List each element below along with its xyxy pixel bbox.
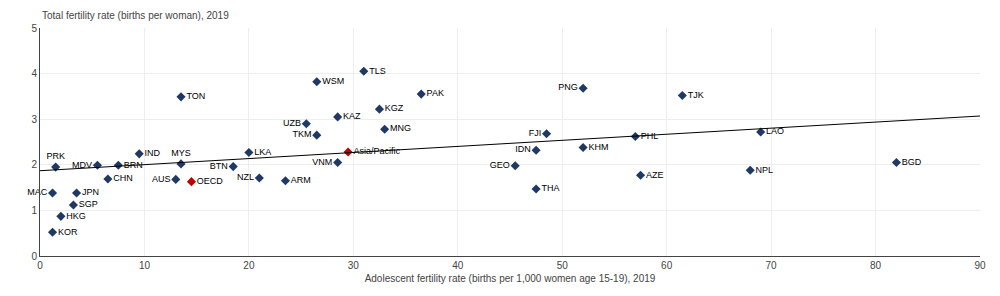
svg-text:IND: IND — [145, 148, 161, 158]
svg-text:VNM: VNM — [312, 157, 332, 167]
svg-text:3: 3 — [31, 114, 37, 125]
svg-text:10: 10 — [139, 260, 151, 271]
svg-text:KAZ: KAZ — [343, 111, 361, 121]
svg-text:Total fertility rate (births p: Total fertility rate (births per woman),… — [42, 10, 229, 21]
svg-text:40: 40 — [452, 260, 464, 271]
svg-text:CHN: CHN — [113, 173, 133, 183]
svg-text:AZE: AZE — [646, 170, 664, 180]
svg-text:MDV: MDV — [72, 160, 92, 170]
svg-text:TJK: TJK — [688, 90, 704, 100]
svg-text:80: 80 — [870, 260, 882, 271]
svg-text:GEO: GEO — [490, 160, 510, 170]
svg-text:4: 4 — [31, 68, 37, 79]
svg-text:THA: THA — [541, 183, 559, 193]
svg-text:PNG: PNG — [558, 82, 578, 92]
svg-text:AUS: AUS — [152, 174, 171, 184]
svg-text:LKA: LKA — [254, 147, 271, 157]
svg-text:5: 5 — [31, 23, 37, 34]
svg-text:0: 0 — [37, 260, 43, 271]
svg-text:OECD: OECD — [197, 176, 224, 186]
svg-text:FJI: FJI — [529, 128, 542, 138]
svg-text:ARM: ARM — [291, 175, 311, 185]
svg-text:WSM: WSM — [322, 76, 344, 86]
svg-text:IDN: IDN — [515, 144, 531, 154]
svg-text:70: 70 — [766, 260, 778, 271]
svg-text:KHM: KHM — [588, 142, 608, 152]
svg-text:UZB: UZB — [283, 118, 301, 128]
svg-text:60: 60 — [661, 260, 673, 271]
svg-text:0: 0 — [31, 251, 37, 262]
svg-text:1: 1 — [31, 205, 37, 216]
svg-text:TKM: TKM — [292, 129, 311, 139]
svg-text:Adolescent fertility rate (bir: Adolescent fertility rate (births per 1,… — [365, 273, 656, 284]
svg-text:MYS: MYS — [171, 148, 191, 158]
svg-text:50: 50 — [557, 260, 569, 271]
svg-text:NZL: NZL — [237, 172, 254, 182]
svg-text:PRK: PRK — [46, 151, 65, 161]
svg-text:PAK: PAK — [427, 88, 444, 98]
svg-text:20: 20 — [243, 260, 255, 271]
svg-text:PHL: PHL — [641, 131, 659, 141]
svg-text:JPN: JPN — [82, 187, 99, 197]
svg-text:LAO: LAO — [766, 126, 784, 136]
svg-text:TLS: TLS — [369, 66, 386, 76]
svg-text:90: 90 — [974, 260, 986, 271]
svg-text:TON: TON — [186, 91, 205, 101]
svg-text:2: 2 — [31, 159, 37, 170]
svg-text:KGZ: KGZ — [385, 103, 404, 113]
svg-text:Asia/Pacific: Asia/Pacific — [353, 146, 400, 156]
svg-text:MNG: MNG — [390, 123, 411, 133]
svg-text:BGD: BGD — [902, 157, 922, 167]
svg-text:NPL: NPL — [756, 165, 774, 175]
svg-text:HKG: HKG — [66, 211, 86, 221]
svg-text:30: 30 — [348, 260, 360, 271]
svg-text:SGP: SGP — [79, 199, 98, 209]
svg-text:BRN: BRN — [124, 160, 143, 170]
svg-text:MAC: MAC — [27, 187, 48, 197]
svg-text:KOR: KOR — [58, 227, 78, 237]
svg-text:BTN: BTN — [210, 161, 228, 171]
